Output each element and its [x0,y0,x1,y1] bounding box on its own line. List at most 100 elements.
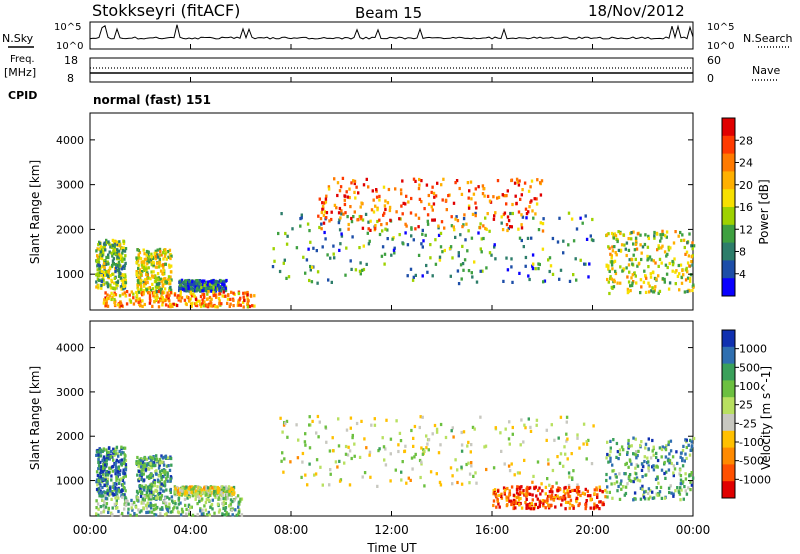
power-cell [584,214,587,218]
power-cell [152,274,155,278]
velocity-cell [676,486,679,490]
velocity-cell [504,427,507,431]
power-cell [333,203,337,207]
velocity-cell [425,434,428,438]
power-cell [167,296,170,300]
velocity-cell [515,491,519,495]
velocity-cell [559,452,563,456]
velocity-cell [547,504,551,508]
power-cell [201,279,204,283]
velocity-cell [586,494,590,498]
velocity-cell [658,490,662,494]
power-cell [161,263,165,267]
velocity-cell [135,461,138,465]
velocity-cell [517,498,521,502]
power-cell [165,257,168,261]
power-cell [496,179,500,183]
velocity-cell [116,474,119,478]
power-cell [660,246,663,250]
power-cell [443,226,446,230]
velocity-cell [508,442,511,446]
power-cell [162,257,165,261]
velocity-cell [199,509,202,513]
velocity-cell [148,476,151,480]
power-cell [318,225,321,230]
power-cell [421,228,424,232]
power-cell [135,261,138,265]
power-cell [229,297,232,301]
power-cell [574,257,577,261]
power-cell [147,253,150,257]
velocity-cell [460,465,463,469]
power-cell [152,263,155,267]
power-cell [438,255,442,259]
velocity-cell [529,429,533,433]
velocity-cell [669,484,672,488]
velocity-cell [121,511,124,516]
power-cell [159,291,163,295]
power-cell [122,241,126,246]
velocity-cell [115,478,118,482]
power-cell [210,289,213,293]
velocity-cell [105,448,108,452]
power-cell [367,242,371,246]
velocity-cell [485,467,488,472]
power-cell [493,245,496,249]
velocity-cell [104,476,107,480]
velocity-cell [105,458,108,462]
velocity-cell [499,431,502,435]
power-cell [169,252,172,257]
power-cell [511,202,514,207]
nsky-tick-high: 10^5 [54,22,81,33]
velocity-cell [115,501,118,506]
power-cell [575,278,578,282]
velocity-cell [160,454,163,458]
velocity-cell [159,491,162,495]
velocity-cell [190,488,194,492]
velocity-cell [203,491,206,495]
power-cell [141,260,145,264]
velocity-cell [116,470,119,474]
power-cell [304,271,307,275]
power-cell [658,257,662,261]
power-cell [492,217,496,221]
power-cell [124,294,127,298]
power-cell [190,285,193,289]
power-cell [102,259,106,263]
power-cell [688,289,691,293]
power-cell [420,200,423,204]
power-cell [395,210,398,214]
power-cell [625,253,628,258]
nsky-tick-low: 10^0 [56,41,83,52]
power-cell [149,277,152,281]
power-cell [621,269,624,273]
velocity-cell [137,464,140,468]
velocity-cell [640,440,643,444]
power-cell [630,237,633,241]
velocity-cell [572,506,575,510]
power-cell [661,244,664,248]
power-cell [182,285,186,289]
velocity-cell [353,442,356,446]
power-cell [101,254,104,258]
power-cell [320,210,323,215]
power-cell [612,278,616,282]
power-cell [458,186,461,191]
velocity-cell [467,440,470,444]
velocity-cell [385,418,388,422]
power-cell [437,224,440,228]
velocity-cell [140,490,143,494]
power-cell [434,238,437,242]
velocity-cell [146,501,149,505]
power-ylabel: Slant Range [km] [28,160,42,264]
velocity-cell [534,485,538,489]
velocity-cell [115,499,118,503]
velocity-cell [206,486,210,490]
power-cell [198,299,201,303]
velocity-cell [546,477,549,481]
power-cell [102,278,105,282]
velocity-cell [505,495,508,499]
velocity-cell [202,512,205,516]
power-cell [505,194,508,198]
